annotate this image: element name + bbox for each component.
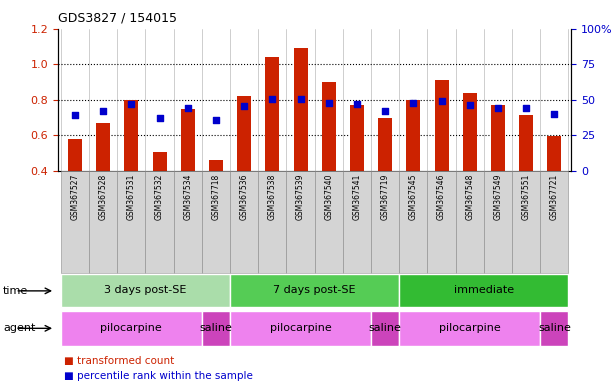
Bar [230, 275, 399, 307]
Bar [540, 171, 568, 273]
Bar [61, 311, 202, 346]
Bar [61, 275, 230, 307]
Text: pilocarpine: pilocarpine [439, 323, 500, 333]
Bar [463, 93, 477, 171]
Text: GSM367719: GSM367719 [381, 174, 390, 220]
Point [409, 99, 419, 106]
Text: saline: saline [368, 323, 401, 333]
Bar [322, 82, 336, 171]
Text: pilocarpine: pilocarpine [269, 323, 331, 333]
Bar [237, 96, 251, 171]
Point [98, 108, 108, 114]
Text: GSM367528: GSM367528 [98, 174, 108, 220]
Text: GSM367534: GSM367534 [183, 174, 192, 220]
Text: saline: saline [538, 323, 571, 333]
Bar [145, 171, 174, 273]
Bar [293, 48, 307, 171]
Bar [371, 311, 399, 346]
Point [211, 117, 221, 123]
Point [465, 102, 475, 108]
Point [70, 112, 80, 118]
Bar [540, 311, 568, 346]
Bar [456, 171, 484, 273]
Text: agent: agent [3, 323, 35, 333]
Bar [287, 171, 315, 273]
Point [380, 108, 390, 114]
Point [155, 116, 164, 122]
Point [352, 101, 362, 108]
Text: GDS3827 / 154015: GDS3827 / 154015 [58, 12, 177, 25]
Text: 7 days post-SE: 7 days post-SE [273, 285, 356, 295]
Text: GSM367545: GSM367545 [409, 174, 418, 220]
Text: GSM367540: GSM367540 [324, 174, 333, 220]
Point [493, 105, 503, 111]
Bar [209, 160, 223, 171]
Bar [230, 171, 258, 273]
Point [324, 99, 334, 106]
Text: GSM367549: GSM367549 [494, 174, 502, 220]
Bar [371, 171, 399, 273]
Text: pilocarpine: pilocarpine [100, 323, 163, 333]
Bar [399, 171, 428, 273]
Bar [265, 57, 279, 171]
Text: GSM367548: GSM367548 [465, 174, 474, 220]
Bar [181, 109, 195, 171]
Text: GSM367536: GSM367536 [240, 174, 249, 220]
Bar [258, 171, 287, 273]
Text: GSM367541: GSM367541 [353, 174, 362, 220]
Bar [343, 171, 371, 273]
Bar [202, 311, 230, 346]
Text: time: time [3, 286, 28, 296]
Bar [96, 123, 110, 171]
Bar [315, 171, 343, 273]
Point [296, 96, 306, 102]
Bar [89, 171, 117, 273]
Bar [399, 275, 568, 307]
Bar [61, 171, 89, 273]
Text: saline: saline [200, 323, 232, 333]
Bar [428, 171, 456, 273]
Bar [491, 105, 505, 171]
Bar [484, 171, 512, 273]
Text: ■ percentile rank within the sample: ■ percentile rank within the sample [64, 371, 253, 381]
Point [268, 96, 277, 102]
Point [521, 105, 531, 111]
Text: GSM367531: GSM367531 [127, 174, 136, 220]
Point [549, 111, 559, 117]
Point [437, 98, 447, 104]
Text: ■ transformed count: ■ transformed count [64, 356, 174, 366]
Text: GSM367527: GSM367527 [70, 174, 79, 220]
Text: GSM367538: GSM367538 [268, 174, 277, 220]
Text: immediate: immediate [454, 285, 514, 295]
Text: GSM367551: GSM367551 [522, 174, 531, 220]
Bar [399, 311, 540, 346]
Bar [202, 171, 230, 273]
Bar [519, 115, 533, 171]
Bar [230, 311, 371, 346]
Bar [153, 152, 167, 171]
Bar [350, 105, 364, 171]
Text: GSM367721: GSM367721 [550, 174, 559, 220]
Text: GSM367546: GSM367546 [437, 174, 446, 220]
Bar [378, 119, 392, 171]
Point [183, 105, 192, 111]
Text: 3 days post-SE: 3 days post-SE [104, 285, 186, 295]
Bar [117, 171, 145, 273]
Bar [512, 171, 540, 273]
Bar [68, 139, 82, 171]
Bar [547, 136, 562, 171]
Point [126, 101, 136, 108]
Bar [406, 100, 420, 171]
Bar [174, 171, 202, 273]
Bar [124, 100, 139, 171]
Text: GSM367718: GSM367718 [211, 174, 221, 220]
Text: GSM367532: GSM367532 [155, 174, 164, 220]
Point [240, 103, 249, 109]
Bar [434, 80, 448, 171]
Text: GSM367539: GSM367539 [296, 174, 305, 220]
